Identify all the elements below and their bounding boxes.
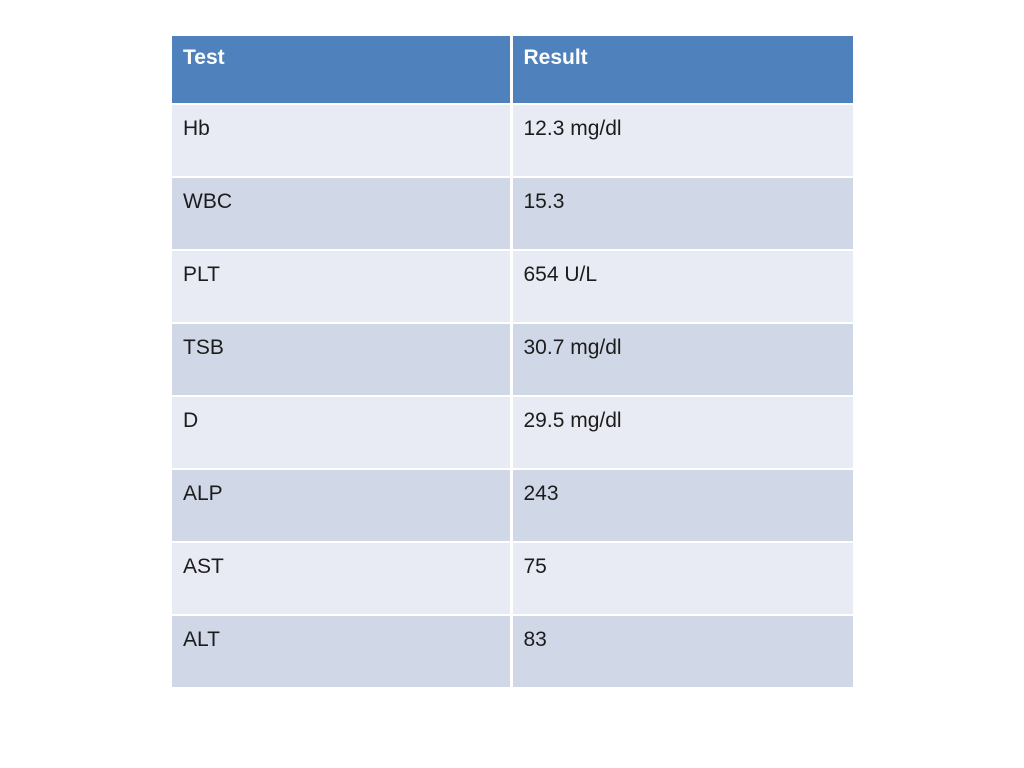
result-value-cell: 30.7 mg/dl [512, 324, 853, 395]
table-row: TSB 30.7 mg/dl [172, 322, 853, 395]
table-row: D 29.5 mg/dl [172, 395, 853, 468]
result-value-cell: 12.3 mg/dl [512, 105, 853, 176]
result-value-cell: 15.3 [512, 178, 853, 249]
result-value-cell: 654 U/L [512, 251, 853, 322]
test-name-cell: WBC [172, 178, 513, 249]
test-name-cell: AST [172, 543, 513, 614]
test-name-cell: D [172, 397, 513, 468]
table-row: ALT 83 [172, 614, 853, 687]
result-value-cell: 75 [512, 543, 853, 614]
table-row: Hb 12.3 mg/dl [172, 103, 853, 176]
result-value-cell: 83 [512, 616, 853, 687]
header-cell-result: Result [523, 46, 588, 69]
header-cell-test: Test [172, 36, 513, 103]
table-row: AST 75 [172, 541, 853, 614]
test-name-cell: ALP [172, 470, 513, 541]
table-row: ALP 243 [172, 468, 853, 541]
test-name-cell: ALT [172, 616, 513, 687]
result-value-cell: 243 [512, 470, 853, 541]
test-name-cell: Hb [172, 105, 513, 176]
result-value-cell: 29.5 mg/dl [512, 397, 853, 468]
table-row: WBC 15.3 [172, 176, 853, 249]
lab-results-table: Test Result Hb 12.3 mg/dl WBC 15.3 PLT 6… [172, 36, 853, 687]
table-row: PLT 654 U/L [172, 249, 853, 322]
table-header-row: Test Result [172, 36, 853, 103]
test-name-cell: TSB [172, 324, 513, 395]
test-name-cell: PLT [172, 251, 513, 322]
